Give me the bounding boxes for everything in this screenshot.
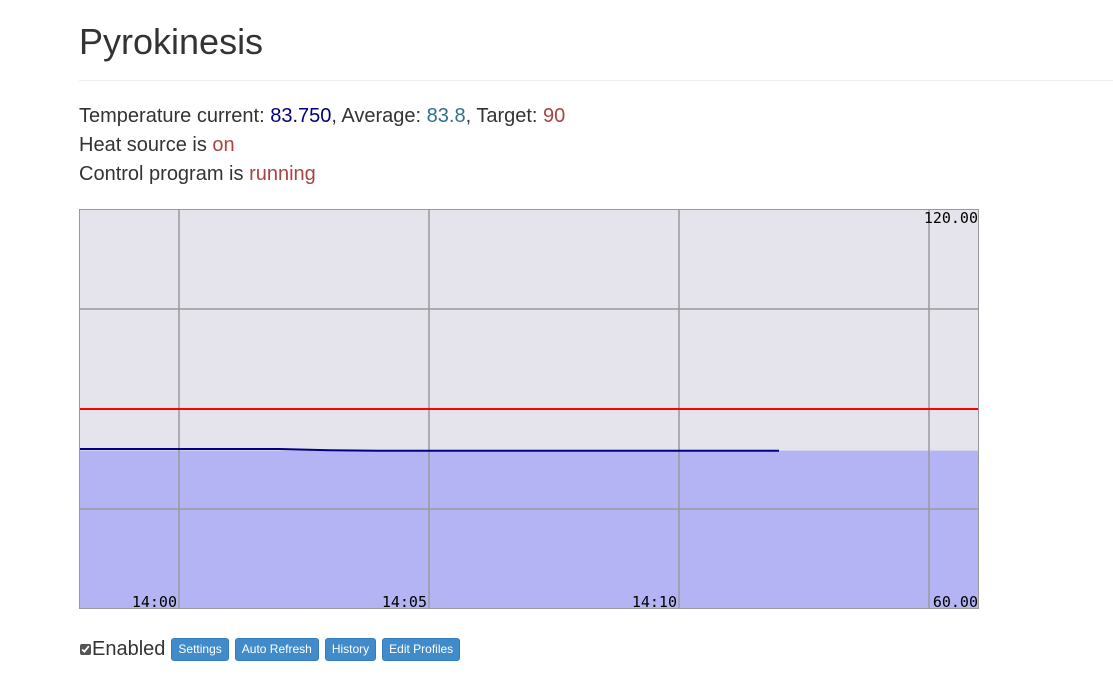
settings-button[interactable]: Settings [171,637,229,661]
control-program-label: Control program is [79,163,250,185]
y-tick-label-min: 60.00 [933,593,978,609]
enabled-checkbox[interactable] [80,643,91,655]
x-tick-label: 14:00 [132,593,177,609]
chart-tick-labels: 14:00 14:05 14:10 120.00 60.00 [132,209,978,609]
controls-bar: Enabled Settings Auto Refresh History Ed… [79,637,466,661]
temperature-chart: 14:00 14:05 14:10 120.00 60.00 [79,209,979,609]
target-label: , Target: [465,105,544,127]
temperature-label: Temperature current: [79,105,271,127]
control-program-state: running [249,163,316,185]
temperature-chart-svg: 14:00 14:05 14:10 120.00 60.00 [79,209,979,609]
current-temperature: 83.750 [270,105,332,127]
target-temperature: 90 [543,105,566,127]
page-title: Pyrokinesis [79,21,264,62]
y-tick-label-max: 120.00 [924,209,978,227]
title-divider [79,80,1113,81]
x-tick-label: 14:05 [382,593,427,609]
chart-border [79,209,979,609]
average-label: , Average: [331,105,427,127]
x-tick-label: 14:10 [632,593,677,609]
status-panel: Temperature current: 83.750, Average: 83… [79,102,565,189]
edit-profiles-button[interactable]: Edit Profiles [382,637,461,661]
temperature-area-fill [79,450,979,609]
heat-source-label: Heat source is [79,134,213,156]
temperature-line: Temperature current: 83.750, Average: 83… [79,102,565,131]
temperature-line [79,448,779,452]
heat-source-line: Heat source is on [79,131,565,160]
enabled-label[interactable]: Enabled [92,637,166,660]
auto-refresh-button[interactable]: Auto Refresh [234,637,319,661]
average-temperature: 83.8 [426,105,466,127]
history-button[interactable]: History [324,637,377,661]
heat-source-state: on [212,134,235,156]
control-program-line: Control program is running [79,160,565,189]
